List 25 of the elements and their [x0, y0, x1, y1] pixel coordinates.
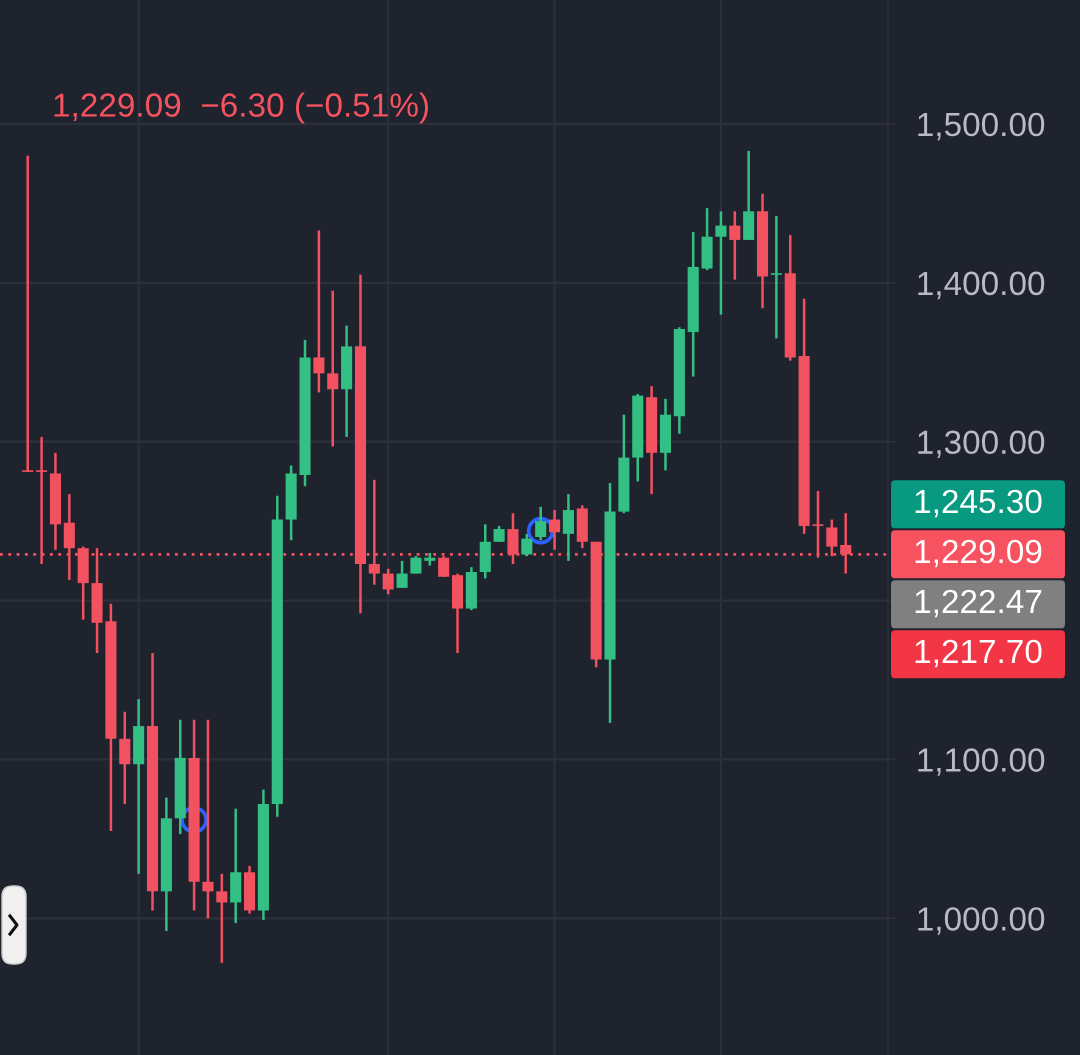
- y-tick-label: 1,300.00: [918, 430, 1045, 459]
- candlestick: [382, 567, 394, 596]
- text: 1,229.09 −6.30 (−0.51%): [54, 92, 428, 124]
- text: 1,245.30: [915, 489, 1042, 518]
- candlestick: [202, 718, 214, 920]
- candlestick: [729, 210, 741, 281]
- text: 1,217.70: [915, 639, 1042, 668]
- candlestick: [715, 210, 727, 316]
- candlestick: [22, 154, 34, 474]
- candlestick: [770, 214, 782, 340]
- candlestick: [396, 559, 408, 590]
- candlestick: [535, 505, 547, 542]
- y-tick-label: 1,500.00: [918, 112, 1045, 141]
- candlestick: [216, 872, 228, 965]
- candlestick: [562, 492, 574, 563]
- candlestick: [521, 532, 533, 558]
- ref-line-label: 1,229.09: [915, 539, 1042, 568]
- candlestick: [549, 508, 561, 551]
- y-tick-label: 1,100.00: [918, 748, 1045, 776]
- text: 1,222.47: [915, 589, 1042, 618]
- candlestick: [812, 489, 824, 559]
- y-tick-label: 1,400.00: [918, 271, 1045, 300]
- candlestick: [313, 229, 325, 394]
- candlestick: [327, 289, 339, 448]
- y-tick-label: 1,000.00: [918, 907, 1045, 935]
